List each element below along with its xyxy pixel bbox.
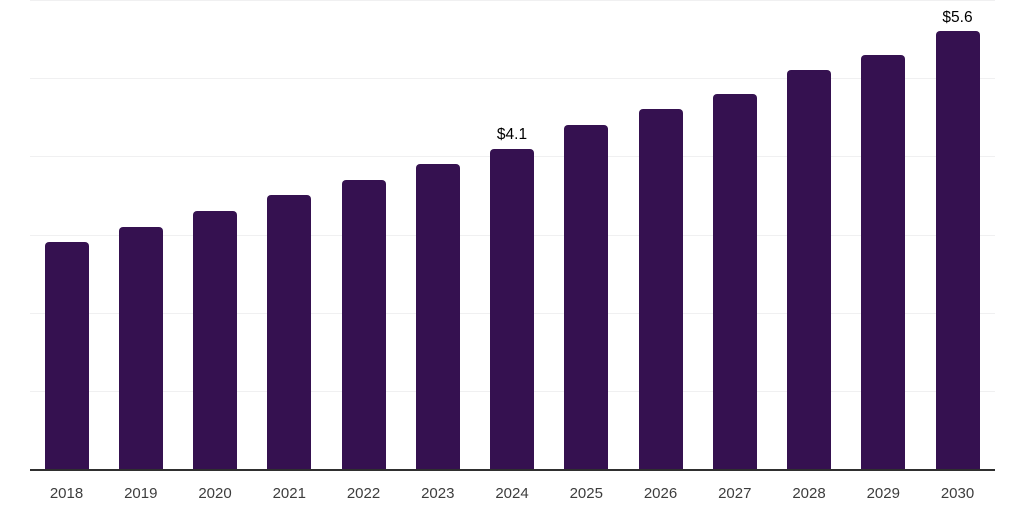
x-tick-label-2022: 2022 bbox=[346, 485, 381, 502]
plot-area: $4.1 $5.6 bbox=[30, 0, 995, 471]
bar-2027 bbox=[712, 93, 757, 469]
x-tick-label-2021: 2021 bbox=[272, 485, 306, 502]
x-tick-label-2023: 2023 bbox=[421, 485, 455, 502]
x-tick-label-2020: 2020 bbox=[198, 485, 232, 502]
x-tick-label-2024: 2024 bbox=[495, 485, 529, 502]
x-tick-label-2029: 2029 bbox=[866, 485, 900, 502]
gridline bbox=[30, 78, 995, 80]
bar-2030 bbox=[935, 31, 980, 469]
bar-2020 bbox=[193, 211, 237, 469]
x-tick-label-2028: 2028 bbox=[792, 485, 826, 502]
gridline bbox=[30, 0, 995, 1]
x-tick-label-2030: 2030 bbox=[940, 485, 975, 502]
data-label-2024: $4.1 bbox=[496, 126, 528, 144]
bar-2024 bbox=[490, 148, 534, 469]
x-tick-label-2019: 2019 bbox=[124, 485, 158, 502]
bar-2021 bbox=[267, 195, 312, 469]
x-tick-label-2025: 2025 bbox=[569, 485, 603, 502]
bar-2029 bbox=[861, 54, 906, 469]
bar-2022 bbox=[341, 179, 386, 469]
bar-2028 bbox=[787, 70, 831, 469]
bar-2026 bbox=[638, 109, 683, 469]
x-axis: 2018 2019 2020 2021 2022 2023 2024 2025 2026 2027… bbox=[30, 485, 995, 507]
bar-2023 bbox=[415, 164, 460, 469]
bar-2025 bbox=[564, 125, 609, 469]
bar-2019 bbox=[118, 226, 163, 469]
data-label-2030: $5.6 bbox=[942, 8, 973, 26]
x-tick-label-2026: 2026 bbox=[643, 485, 678, 502]
x-tick-label-2018: 2018 bbox=[49, 485, 84, 502]
x-tick-label-2027: 2027 bbox=[718, 485, 752, 502]
bar-2018 bbox=[44, 242, 89, 469]
